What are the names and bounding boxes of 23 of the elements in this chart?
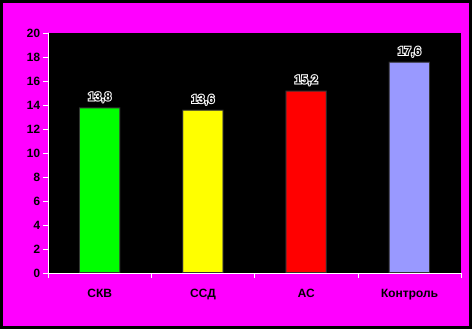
x-tick-label: СКВ <box>87 286 112 300</box>
data-label: 15,2 <box>294 72 318 87</box>
x-tick-label: АС <box>298 286 315 300</box>
bar <box>78 107 120 273</box>
y-tick-label: 8 <box>33 170 40 184</box>
y-tick-label: 4 <box>33 218 40 232</box>
y-tick-label: 10 <box>26 146 40 160</box>
y-tick-label: 14 <box>26 98 40 112</box>
y-tick-label: 2 <box>33 242 40 256</box>
y-tick-label: 12 <box>26 122 40 136</box>
data-label: 17,6 <box>398 44 422 58</box>
y-tick-label: 6 <box>33 194 40 208</box>
y-tick-label: 18 <box>26 50 40 64</box>
data-label: 13,6 <box>191 92 215 106</box>
y-tick-label: 16 <box>26 74 40 88</box>
x-tick-label: Контроль <box>380 286 438 300</box>
bar <box>182 110 224 273</box>
bar <box>285 90 327 273</box>
y-tick-label: 20 <box>26 26 40 40</box>
data-label: 13,8 <box>88 89 112 104</box>
x-tick-label: ССД <box>190 286 216 300</box>
y-tick-label: 0 <box>33 266 40 280</box>
bar <box>388 62 430 273</box>
